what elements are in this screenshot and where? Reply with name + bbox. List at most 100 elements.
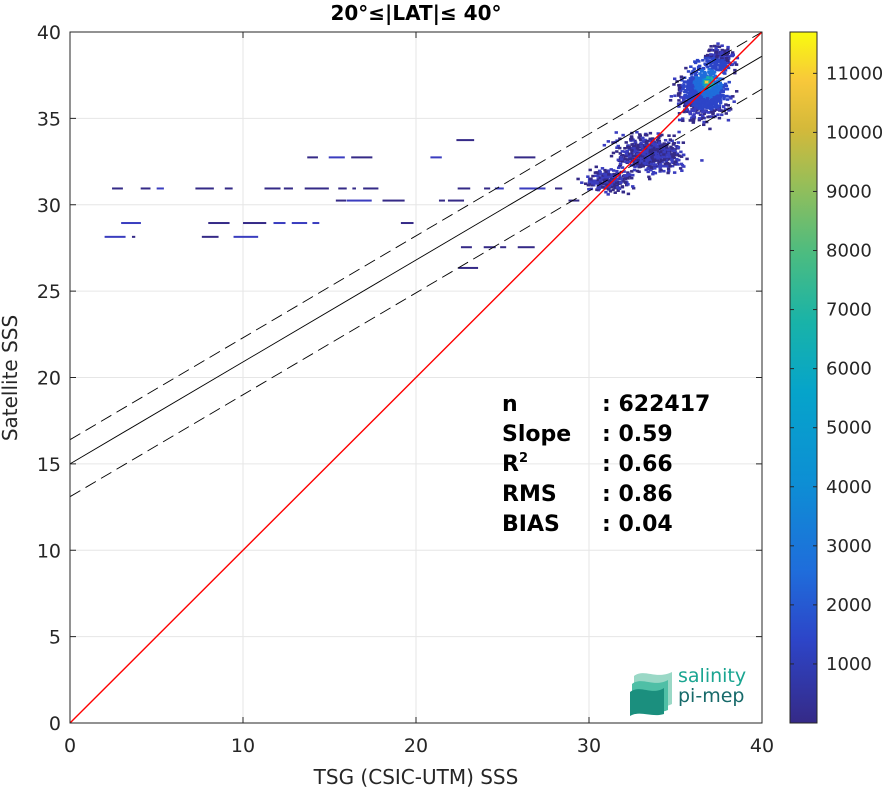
density-cell — [686, 79, 691, 82]
density-cell — [667, 134, 671, 137]
density-streak — [447, 199, 465, 202]
density-cell — [669, 158, 674, 161]
density-cell — [615, 146, 619, 150]
density-cell — [632, 168, 637, 172]
density-cell — [655, 149, 659, 153]
density-cell — [679, 95, 683, 99]
density-cell — [643, 150, 647, 154]
y-tick-label: 10 — [37, 540, 61, 562]
density-cell — [666, 167, 671, 171]
density-cell — [712, 109, 717, 113]
density-cell — [692, 113, 696, 116]
density-cell — [679, 75, 684, 79]
density-cell — [713, 89, 718, 92]
density-cell — [693, 91, 697, 95]
density-cell — [682, 96, 686, 100]
density-streak — [352, 187, 356, 190]
density-cell — [614, 131, 618, 134]
density-cell — [597, 184, 602, 187]
stat-label: n — [502, 392, 518, 417]
density-cell — [724, 103, 728, 106]
density-cell — [656, 156, 660, 160]
density-cell — [708, 105, 713, 108]
density-cell — [696, 77, 700, 80]
density-cell — [724, 84, 729, 88]
density-cell — [650, 162, 654, 166]
density-cell — [709, 95, 713, 99]
density-cell — [714, 50, 718, 54]
density-cell — [655, 148, 660, 151]
logo-line-salinity: salinity — [678, 665, 747, 687]
density-cell — [624, 152, 629, 156]
stats-panel: n : 622417 Slope : 0.59 R2 : 0.66 RMS : … — [502, 390, 710, 540]
stat-n: n : 622417 — [502, 390, 710, 420]
density-cell — [626, 177, 630, 180]
density-cell — [735, 56, 740, 60]
density-cell — [603, 176, 608, 179]
density-cell — [641, 139, 646, 143]
density-cell — [733, 61, 737, 64]
density-cell — [612, 183, 616, 186]
density-cell — [661, 147, 665, 150]
density-cell — [693, 72, 698, 75]
density-cell — [619, 177, 623, 181]
density-cell — [613, 191, 617, 194]
density-cell — [714, 102, 718, 105]
density-cell — [672, 171, 677, 174]
density-streak — [121, 222, 141, 225]
density-cell — [645, 159, 649, 163]
density-cell — [687, 83, 691, 87]
density-cell — [701, 110, 705, 114]
density-cell — [679, 89, 683, 93]
density-cell — [644, 141, 649, 145]
density-streak — [338, 187, 347, 190]
density-cell — [710, 89, 715, 93]
density-cell — [701, 116, 705, 120]
density-cell — [611, 176, 616, 180]
density-cell — [635, 162, 639, 166]
density-streak — [519, 187, 546, 190]
density-streak — [307, 156, 318, 159]
density-cell — [701, 103, 705, 106]
density-cell — [722, 105, 726, 109]
density-cell — [714, 46, 718, 50]
density-cell — [653, 155, 658, 159]
density-cell — [722, 57, 726, 61]
density-cell — [690, 95, 694, 99]
density-cell — [662, 169, 666, 173]
density-cell — [715, 95, 719, 98]
density-streak — [456, 139, 475, 142]
density-cell — [699, 67, 704, 71]
density-cell — [723, 50, 728, 54]
density-cell — [655, 144, 659, 148]
density-cell — [677, 154, 682, 158]
density-cell — [703, 110, 707, 114]
density-cell — [684, 90, 688, 94]
density-cell — [717, 99, 721, 103]
density-cell — [669, 95, 674, 98]
density-cell — [731, 63, 735, 66]
density-cell — [602, 143, 607, 147]
density-cell — [661, 164, 666, 168]
density-cell — [638, 158, 642, 161]
density-cell — [676, 146, 681, 149]
density-cell — [695, 58, 700, 62]
density-cell — [601, 174, 606, 178]
stat-label: R — [502, 452, 519, 477]
salinity-pimep-logo: salinity pi-mep — [630, 664, 760, 716]
density-cell — [641, 151, 645, 155]
density-cell — [677, 118, 682, 122]
wave-logo-icon — [630, 672, 672, 716]
density-cell — [716, 88, 721, 92]
density-cell — [653, 167, 657, 170]
density-cell — [666, 171, 670, 175]
density-streak — [304, 187, 329, 190]
density-cell — [690, 83, 694, 87]
density-cell — [603, 173, 607, 176]
density-cell — [615, 186, 620, 189]
density-cell — [730, 51, 735, 54]
stat-label-wrap: R2 — [502, 450, 602, 480]
density-cell — [712, 72, 716, 76]
density-cell — [604, 178, 609, 182]
density-cell — [705, 106, 710, 110]
